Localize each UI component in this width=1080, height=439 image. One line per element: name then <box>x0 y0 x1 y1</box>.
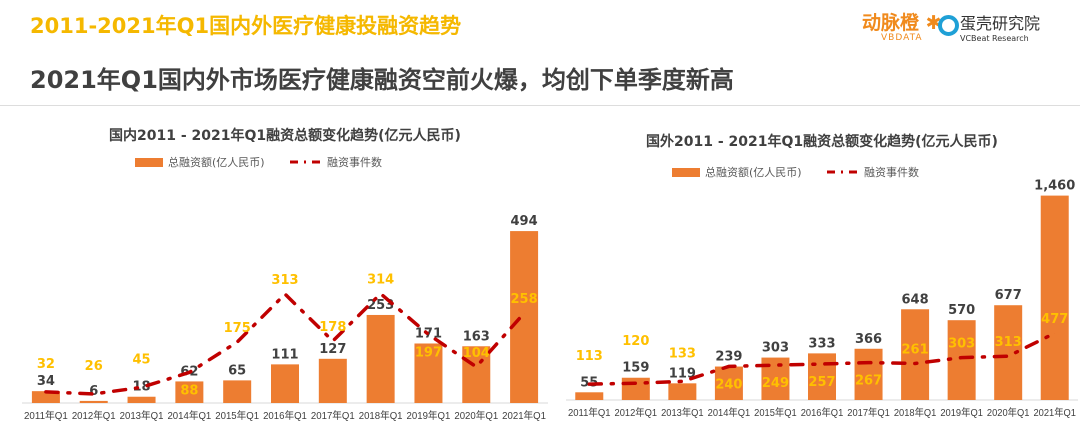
vcbeat-ring-icon <box>938 15 959 36</box>
page-subtitle: 2021年Q1国内外市场医疗健康融资空前火爆，均创下单季度新高 <box>30 66 734 94</box>
events-value-label: 175 <box>224 321 251 336</box>
category-label: 2017年Q1 <box>847 406 890 419</box>
events-value-label: 26 <box>85 359 103 374</box>
bar-value-label: 239 <box>715 350 742 365</box>
bar-value-label: 65 <box>228 363 246 378</box>
bar-value-label: 127 <box>319 342 346 357</box>
category-label: 2011年Q1 <box>568 406 611 419</box>
bar <box>668 383 697 400</box>
bar <box>127 396 156 403</box>
bar <box>808 353 836 400</box>
events-value-label: 258 <box>511 292 538 307</box>
category-label: 2021年Q1 <box>1033 406 1076 419</box>
category-label: 2020年Q1 <box>454 409 498 422</box>
bar-value-label: 494 <box>511 214 538 229</box>
bar <box>79 400 108 403</box>
bar <box>947 320 976 400</box>
events-value-label: 249 <box>762 376 789 391</box>
events-value-label: 133 <box>669 346 696 361</box>
bar-value-label: 18 <box>132 380 150 395</box>
events-value-label: 32 <box>37 357 55 372</box>
bar-value-label: 333 <box>808 336 835 351</box>
category-label: 2021年Q1 <box>502 409 546 422</box>
category-label: 2016年Q1 <box>801 406 844 419</box>
legend-bar-label: 总融资额(亿人民币) <box>168 155 265 169</box>
vbdata-logo: 动脉橙 ✱ VBDATA <box>862 12 942 43</box>
events-value-label: 267 <box>855 374 882 389</box>
category-label: 2020年Q1 <box>987 406 1030 419</box>
legend-bar-label: 总融资额(亿人民币) <box>705 165 802 179</box>
bar-value-label: 119 <box>669 366 696 381</box>
legend-bar-swatch <box>135 158 163 167</box>
bar <box>854 348 883 400</box>
category-label: 2014年Q1 <box>167 409 211 422</box>
category-label: 2015年Q1 <box>215 409 259 422</box>
events-value-label: 104 <box>463 346 490 361</box>
category-label: 2013年Q1 <box>120 409 164 422</box>
bar <box>510 231 539 403</box>
bar-value-label: 677 <box>995 288 1022 303</box>
bar <box>901 309 930 400</box>
events-value-label: 113 <box>576 349 603 364</box>
category-label: 2019年Q1 <box>407 409 451 422</box>
bar-value-label: 6 <box>89 384 98 399</box>
bar <box>271 364 299 403</box>
category-label: 2012年Q1 <box>72 409 116 422</box>
category-label: 2015年Q1 <box>754 406 797 419</box>
bar <box>175 381 204 403</box>
chart-title: 国外2011 - 2021年Q1融资总额变化趋势(亿元人民币) <box>646 133 998 150</box>
category-label: 2011年Q1 <box>24 409 68 422</box>
bar <box>31 391 60 403</box>
bar-value-label: 570 <box>948 303 975 318</box>
events-value-label: 240 <box>715 377 742 392</box>
legend-line-label: 融资事件数 <box>864 166 919 179</box>
category-label: 2013年Q1 <box>661 406 704 419</box>
bar-value-label: 303 <box>762 341 789 356</box>
chart-title: 国内2011 - 2021年Q1融资总额变化趋势(亿元人民币) <box>109 127 461 144</box>
bar <box>223 380 252 403</box>
category-label: 2019年Q1 <box>940 406 983 419</box>
category-label: 2017年Q1 <box>311 409 355 422</box>
bar-value-label: 159 <box>622 361 649 376</box>
divider <box>0 105 1080 106</box>
legend-bar-swatch <box>672 168 700 177</box>
events-value-label: 477 <box>1041 312 1068 327</box>
bar <box>575 392 604 400</box>
bar <box>462 346 491 403</box>
events-line <box>587 331 1057 386</box>
category-label: 2012年Q1 <box>615 406 658 419</box>
bar <box>1040 195 1069 400</box>
events-value-label: 303 <box>948 337 975 352</box>
events-value-label: 314 <box>367 273 394 288</box>
events-value-label: 88 <box>180 383 198 398</box>
bar <box>318 358 347 403</box>
legend-line-label: 融资事件数 <box>327 156 382 169</box>
events-value-label: 257 <box>808 375 835 390</box>
bar-value-label: 111 <box>271 347 298 362</box>
bar <box>366 314 395 403</box>
events-value-label: 45 <box>132 352 150 367</box>
events-value-label: 313 <box>271 273 298 288</box>
events-value-label: 261 <box>902 342 929 357</box>
category-label: 2014年Q1 <box>708 406 751 419</box>
bar-value-label: 366 <box>855 332 882 347</box>
bar <box>714 366 743 400</box>
bar <box>414 343 443 403</box>
bar-value-label: 1,460 <box>1034 179 1075 194</box>
bar-value-label: 34 <box>37 374 55 389</box>
page-title: 2011-2021年Q1国内外医疗健康投融资趋势 <box>30 14 462 38</box>
events-value-label: 197 <box>415 345 442 360</box>
events-value-label: 313 <box>995 335 1022 350</box>
vcbeat-logo: 蛋壳研究院 VCBeat Research <box>938 10 1040 43</box>
category-label: 2018年Q1 <box>894 406 937 419</box>
category-label: 2016年Q1 <box>263 409 307 422</box>
events-value-label: 178 <box>319 320 346 335</box>
events-value-label: 120 <box>622 334 649 349</box>
bar-value-label: 648 <box>902 292 929 307</box>
bar-value-label: 163 <box>463 329 490 344</box>
category-label: 2018年Q1 <box>359 409 403 422</box>
